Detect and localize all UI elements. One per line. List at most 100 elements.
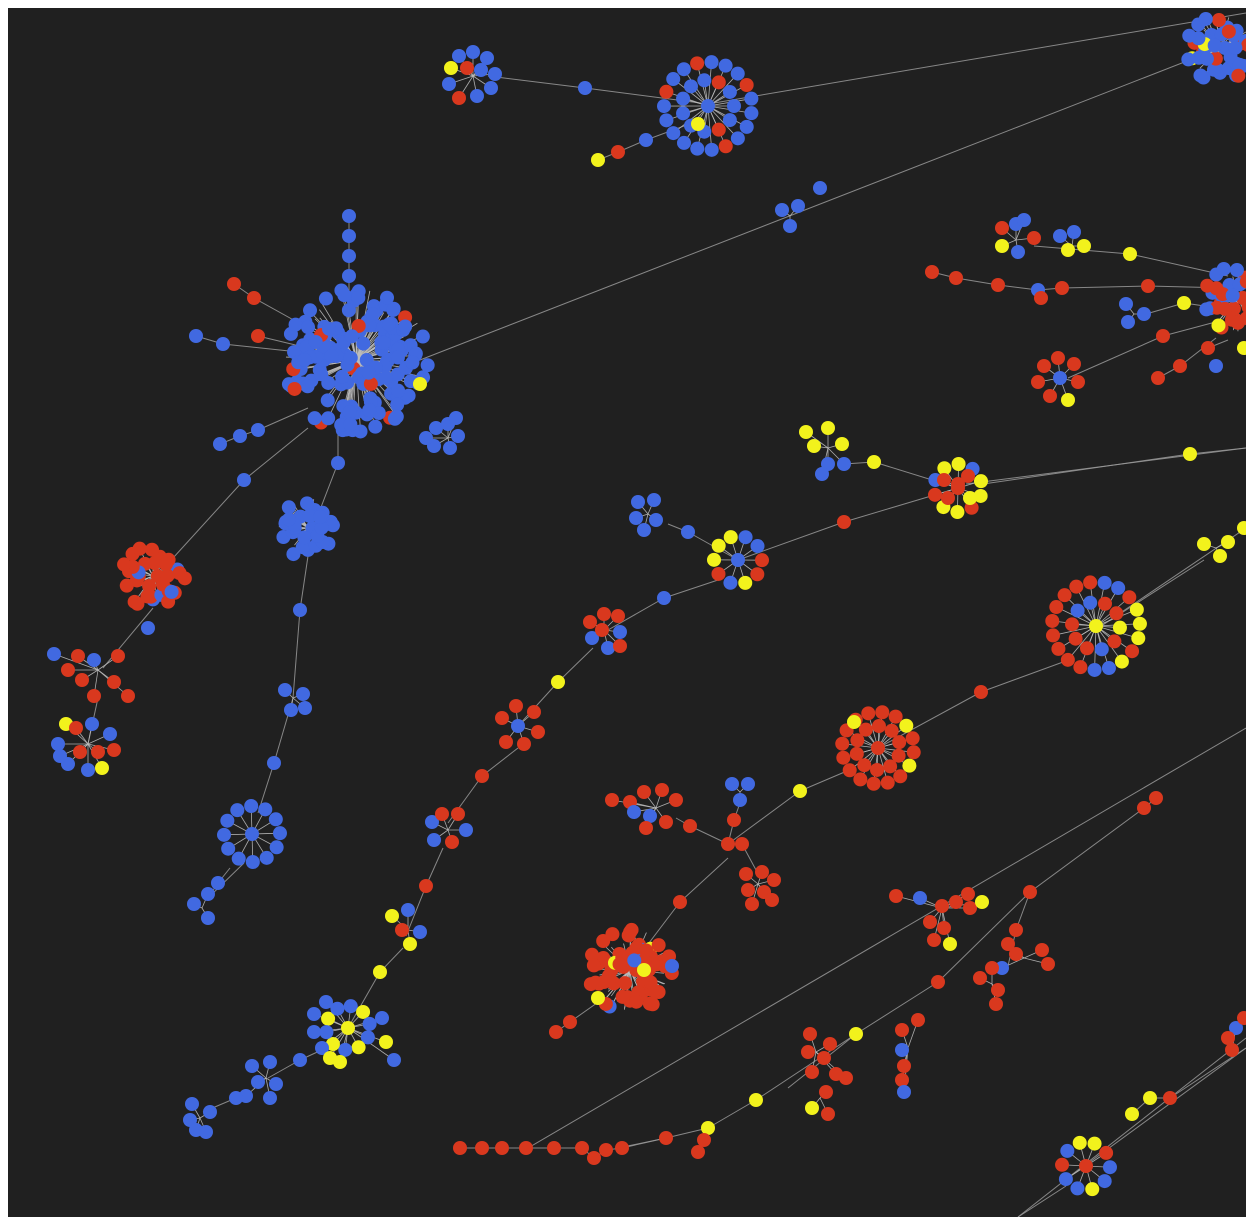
graph-node[interactable]: [853, 772, 868, 787]
graph-node[interactable]: [892, 735, 907, 750]
graph-node[interactable]: [315, 1041, 329, 1055]
graph-node[interactable]: [300, 379, 315, 394]
graph-node[interactable]: [973, 488, 988, 503]
graph-node[interactable]: [975, 895, 989, 909]
graph-node[interactable]: [1060, 1143, 1075, 1158]
graph-node[interactable]: [691, 117, 705, 131]
graph-node[interactable]: [701, 99, 715, 113]
graph-node[interactable]: [325, 518, 340, 533]
graph-node[interactable]: [466, 45, 480, 59]
graph-node[interactable]: [216, 337, 230, 351]
graph-node[interactable]: [995, 221, 1009, 235]
graph-node[interactable]: [858, 722, 873, 737]
graph-node[interactable]: [1011, 245, 1025, 259]
graph-node[interactable]: [227, 277, 241, 291]
graph-node[interactable]: [819, 1085, 833, 1099]
graph-node[interactable]: [643, 809, 657, 823]
graph-node[interactable]: [1231, 68, 1246, 83]
graph-node[interactable]: [1058, 1172, 1073, 1187]
graph-node[interactable]: [1037, 359, 1051, 373]
graph-node[interactable]: [1097, 596, 1112, 611]
graph-node[interactable]: [927, 933, 941, 947]
graph-node[interactable]: [931, 975, 945, 989]
graph-node[interactable]: [511, 719, 525, 733]
graph-node[interactable]: [591, 991, 605, 1005]
graph-node[interactable]: [390, 397, 405, 412]
graph-node[interactable]: [1122, 590, 1137, 605]
graph-node[interactable]: [297, 352, 312, 367]
graph-node[interactable]: [649, 513, 663, 527]
graph-node[interactable]: [1112, 620, 1127, 635]
graph-node[interactable]: [1237, 521, 1246, 535]
graph-node[interactable]: [1055, 1157, 1070, 1172]
graph-node[interactable]: [362, 1016, 377, 1031]
graph-node[interactable]: [723, 575, 738, 590]
graph-node[interactable]: [937, 921, 951, 935]
graph-node[interactable]: [1193, 68, 1208, 83]
graph-node[interactable]: [444, 61, 458, 75]
graph-node[interactable]: [258, 802, 273, 817]
graph-node[interactable]: [1051, 641, 1066, 656]
graph-node[interactable]: [1211, 318, 1226, 333]
graph-node[interactable]: [937, 473, 951, 487]
graph-node[interactable]: [749, 1093, 763, 1107]
graph-node[interactable]: [269, 1077, 283, 1091]
graph-node[interactable]: [1071, 375, 1085, 389]
graph-node[interactable]: [1207, 38, 1222, 53]
graph-node[interactable]: [141, 621, 155, 635]
graph-node[interactable]: [420, 358, 435, 373]
graph-node[interactable]: [459, 823, 473, 837]
graph-node[interactable]: [1121, 315, 1135, 329]
graph-node[interactable]: [61, 663, 75, 677]
graph-node[interactable]: [596, 951, 611, 966]
graph-node[interactable]: [376, 335, 391, 350]
graph-node[interactable]: [801, 1045, 815, 1059]
graph-node[interactable]: [140, 589, 155, 604]
graph-node[interactable]: [821, 421, 835, 435]
graph-node[interactable]: [51, 737, 65, 751]
graph-node[interactable]: [738, 575, 753, 590]
graph-node[interactable]: [995, 239, 1009, 253]
graph-node[interactable]: [1051, 351, 1065, 365]
graph-node[interactable]: [322, 321, 337, 336]
graph-node[interactable]: [815, 467, 829, 481]
graph-node[interactable]: [1060, 652, 1075, 667]
graph-node[interactable]: [1046, 628, 1061, 643]
graph-node[interactable]: [245, 854, 260, 869]
graph-node[interactable]: [612, 957, 627, 972]
graph-node[interactable]: [211, 876, 225, 890]
graph-node[interactable]: [989, 997, 1003, 1011]
graph-node[interactable]: [1061, 393, 1075, 407]
graph-node[interactable]: [360, 1030, 375, 1045]
graph-node[interactable]: [385, 909, 399, 923]
graph-node[interactable]: [230, 803, 245, 818]
graph-node[interactable]: [725, 777, 739, 791]
graph-node[interactable]: [823, 1037, 837, 1051]
graph-node[interactable]: [850, 733, 865, 748]
graph-node[interactable]: [356, 336, 371, 351]
graph-node[interactable]: [585, 631, 599, 645]
graph-node[interactable]: [949, 271, 963, 285]
graph-node[interactable]: [665, 959, 679, 973]
graph-node[interactable]: [835, 437, 849, 451]
graph-node[interactable]: [251, 329, 265, 343]
graph-node[interactable]: [805, 1101, 819, 1115]
graph-node[interactable]: [1009, 923, 1023, 937]
graph-node[interactable]: [325, 1037, 340, 1052]
graph-node[interactable]: [301, 320, 316, 335]
graph-node[interactable]: [963, 901, 977, 915]
graph-node[interactable]: [793, 784, 807, 798]
graph-node[interactable]: [666, 126, 681, 141]
graph-node[interactable]: [943, 937, 957, 951]
graph-node[interactable]: [669, 793, 683, 807]
graph-node[interactable]: [1197, 537, 1211, 551]
graph-node[interactable]: [509, 699, 523, 713]
graph-node[interactable]: [1225, 288, 1240, 303]
graph-node[interactable]: [799, 425, 813, 439]
graph-node[interactable]: [220, 813, 235, 828]
graph-node[interactable]: [937, 461, 952, 476]
graph-node[interactable]: [613, 625, 627, 639]
graph-node[interactable]: [1199, 51, 1214, 66]
graph-node[interactable]: [704, 55, 719, 70]
graph-node[interactable]: [269, 840, 284, 855]
